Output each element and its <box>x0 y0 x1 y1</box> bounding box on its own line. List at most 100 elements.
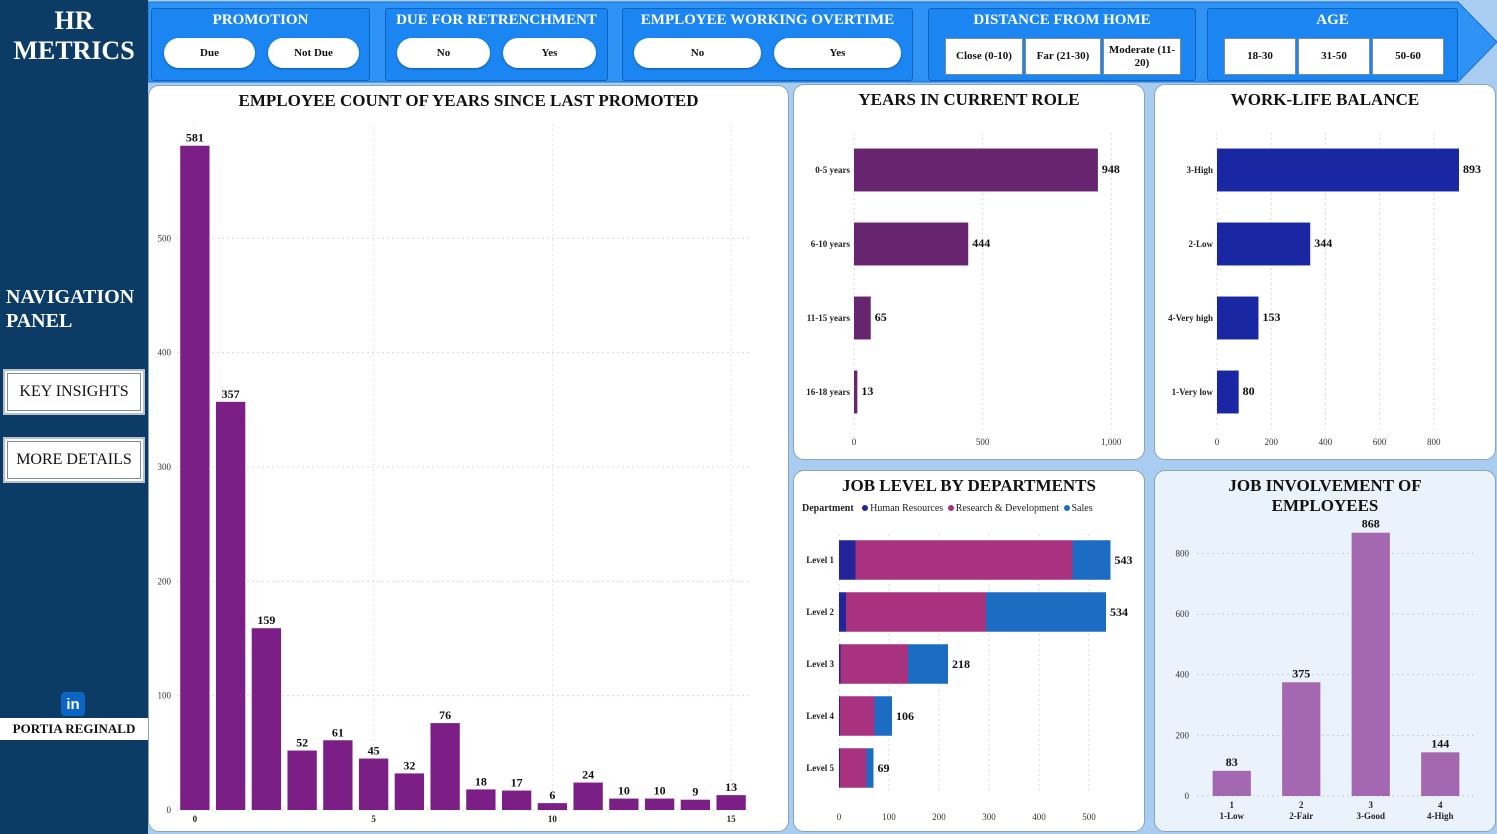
joblevel-bar-segment <box>855 540 1073 580</box>
joblevel-bar-segment <box>840 748 867 788</box>
promotion-due-option[interactable]: Due <box>164 38 255 68</box>
promoted-data-label: 9 <box>692 785 698 799</box>
role-bar <box>854 222 969 266</box>
promoted-y-tick-label: 0 <box>167 805 172 815</box>
filter-bar: PROMOTION Due Not Due DUE FOR RETRENCHME… <box>148 0 1497 84</box>
involvement-data-label: 144 <box>1431 736 1449 750</box>
promoted-data-label: 32 <box>403 758 415 772</box>
joblevel-category-label: Level 3 <box>806 659 834 669</box>
role-category-label: 16-18 years <box>806 387 850 397</box>
joblevel-stacked-bar-chart: 0 100 200 300 400 500 Level 1 543 Level 2 534 Leve… <box>806 534 1133 822</box>
joblevel-x-tick-label: 100 <box>882 812 896 822</box>
promoted-data-label: 13 <box>725 780 737 794</box>
joblevel-bar-segment <box>866 748 874 788</box>
joblevel-x-tick-label: 300 <box>982 812 996 822</box>
involvement-x-tick-label: 4-High <box>1427 811 1454 821</box>
involvement-bar <box>1421 752 1460 796</box>
legend-rnd-swatch <box>947 505 954 512</box>
involvement-bar <box>1351 532 1390 796</box>
worklife-category-label: 2-Low <box>1189 239 1214 249</box>
worklife-data-label: 153 <box>1262 310 1280 324</box>
involvement-title-line-1: JOB INVOLVEMENT OF <box>1228 476 1422 495</box>
joblevel-chart-card: JOB LEVEL BY DEPARTMENTS Department Huma… <box>793 470 1145 832</box>
distance-moderate-option[interactable]: Moderate (11-20) <box>1103 38 1181 75</box>
retrenchment-yes-option[interactable]: Yes <box>503 38 596 68</box>
age-31-50-option[interactable]: 31-50 <box>1298 38 1370 75</box>
joblevel-legend: Department Human Resources Research & De… <box>802 503 1093 514</box>
dashboard-title: HR METRICS <box>0 6 148 66</box>
joblevel-bar-segment <box>846 592 986 632</box>
role-chart-card: YEARS IN CURRENT ROLE 0 500 1,000 0-5 years… <box>793 84 1145 460</box>
distance-far-option[interactable]: Far (21-30) <box>1025 38 1101 75</box>
age-50-60-option[interactable]: 50-60 <box>1372 38 1444 75</box>
overtime-no-option[interactable]: No <box>634 38 761 68</box>
brand-line-1: HR <box>54 6 94 35</box>
involvement-chart-card: JOB INVOLVEMENT OF EMPLOYEES 0 200 400 600 8… <box>1154 470 1496 832</box>
navigation-sidebar: HR METRICS NAVIGATION PANEL KEY INSIGHTS… <box>0 0 148 834</box>
promoted-x-tick-label: 0 <box>193 814 198 824</box>
distance-slicer: DISTANCE FROM HOME Close (0-10) Far (21-… <box>928 8 1196 81</box>
involvement-y-tick-label: 200 <box>1176 730 1190 740</box>
worklife-category-label: 4-Very high <box>1168 313 1213 323</box>
worklife-x-tick-label: 400 <box>1319 437 1333 447</box>
promoted-y-tick-label: 200 <box>158 576 172 586</box>
worklife-bar <box>1217 148 1460 192</box>
worklife-bar <box>1217 370 1239 414</box>
worklife-bar-chart: 0 200 400 600 800 3-High 893 2-Low 344 4-Very hig… <box>1168 133 1481 447</box>
legend-rnd-label: Research & Development <box>955 503 1059 514</box>
linkedin-icon[interactable]: in <box>61 692 85 716</box>
joblevel-total-label: 534 <box>1110 605 1128 619</box>
promoted-y-tick-label: 300 <box>158 462 172 472</box>
role-category-label: 6-10 years <box>811 239 851 249</box>
joblevel-chart-title: JOB LEVEL BY DEPARTMENTS <box>842 476 1096 495</box>
retrenchment-no-option[interactable]: No <box>397 38 490 68</box>
involvement-title-line-2: EMPLOYEES <box>1271 496 1379 515</box>
role-bar <box>854 148 1098 192</box>
promotion-not-due-option[interactable]: Not Due <box>268 38 359 68</box>
role-category-label: 0-5 years <box>815 165 850 175</box>
joblevel-bar-segment <box>839 696 840 736</box>
promoted-data-label: 10 <box>618 784 630 798</box>
distance-close-option[interactable]: Close (0-10) <box>945 38 1023 75</box>
joblevel-x-tick-label: 0 <box>837 812 842 822</box>
promoted-bar <box>680 799 711 810</box>
promoted-x-tick-label: 5 <box>371 814 376 824</box>
overtime-slicer: EMPLOYEE WORKING OVERTIME No Yes <box>622 8 913 81</box>
worklife-x-tick-label: 0 <box>1215 437 1220 447</box>
nav-heading-line-2: PANEL <box>6 310 73 332</box>
more-details-button[interactable]: MORE DETAILS <box>3 437 145 483</box>
author-name: PORTIA REGINALD <box>0 718 148 740</box>
joblevel-category-label: Level 4 <box>806 711 834 721</box>
worklife-x-tick-label: 800 <box>1427 437 1441 447</box>
joblevel-bar-segment <box>840 644 908 684</box>
navigation-panel-heading: NAVIGATION PANEL <box>6 285 134 333</box>
involvement-x-tick-number: 4 <box>1438 800 1443 810</box>
involvement-x-tick-label: 2-Fair <box>1289 811 1313 821</box>
promoted-bar <box>358 758 389 810</box>
joblevel-total-label: 69 <box>878 761 890 775</box>
joblevel-total-label: 218 <box>952 657 970 671</box>
joblevel-x-tick-label: 200 <box>932 812 946 822</box>
promoted-data-label: 24 <box>582 768 594 782</box>
promoted-data-label: 159 <box>257 613 275 627</box>
promoted-bar <box>609 798 639 810</box>
age-18-30-option[interactable]: 18-30 <box>1224 38 1296 75</box>
promoted-bar <box>537 803 568 810</box>
joblevel-bar-segment <box>986 592 1106 632</box>
involvement-x-tick-number: 2 <box>1299 800 1304 810</box>
overtime-yes-option[interactable]: Yes <box>774 38 901 68</box>
promoted-chart-title: EMPLOYEE COUNT OF YEARS SINCE LAST PROMO… <box>238 91 699 110</box>
joblevel-total-label: 543 <box>1115 553 1133 567</box>
worklife-bar <box>1217 222 1311 266</box>
role-bar <box>854 296 871 340</box>
age-slicer: AGE 18-30 31-50 50-60 <box>1207 8 1458 81</box>
involvement-y-tick-label: 0 <box>1185 791 1190 801</box>
promoted-bar <box>573 782 603 810</box>
involvement-data-label: 83 <box>1226 755 1238 769</box>
worklife-data-label: 893 <box>1463 162 1481 176</box>
worklife-chart-card: WORK-LIFE BALANCE 0 200 400 600 800 3-High 893… <box>1154 84 1496 460</box>
role-data-label: 444 <box>972 236 990 250</box>
promoted-data-label: 18 <box>475 774 487 788</box>
involvement-bar <box>1212 770 1251 796</box>
key-insights-button[interactable]: KEY INSIGHTS <box>3 369 145 415</box>
